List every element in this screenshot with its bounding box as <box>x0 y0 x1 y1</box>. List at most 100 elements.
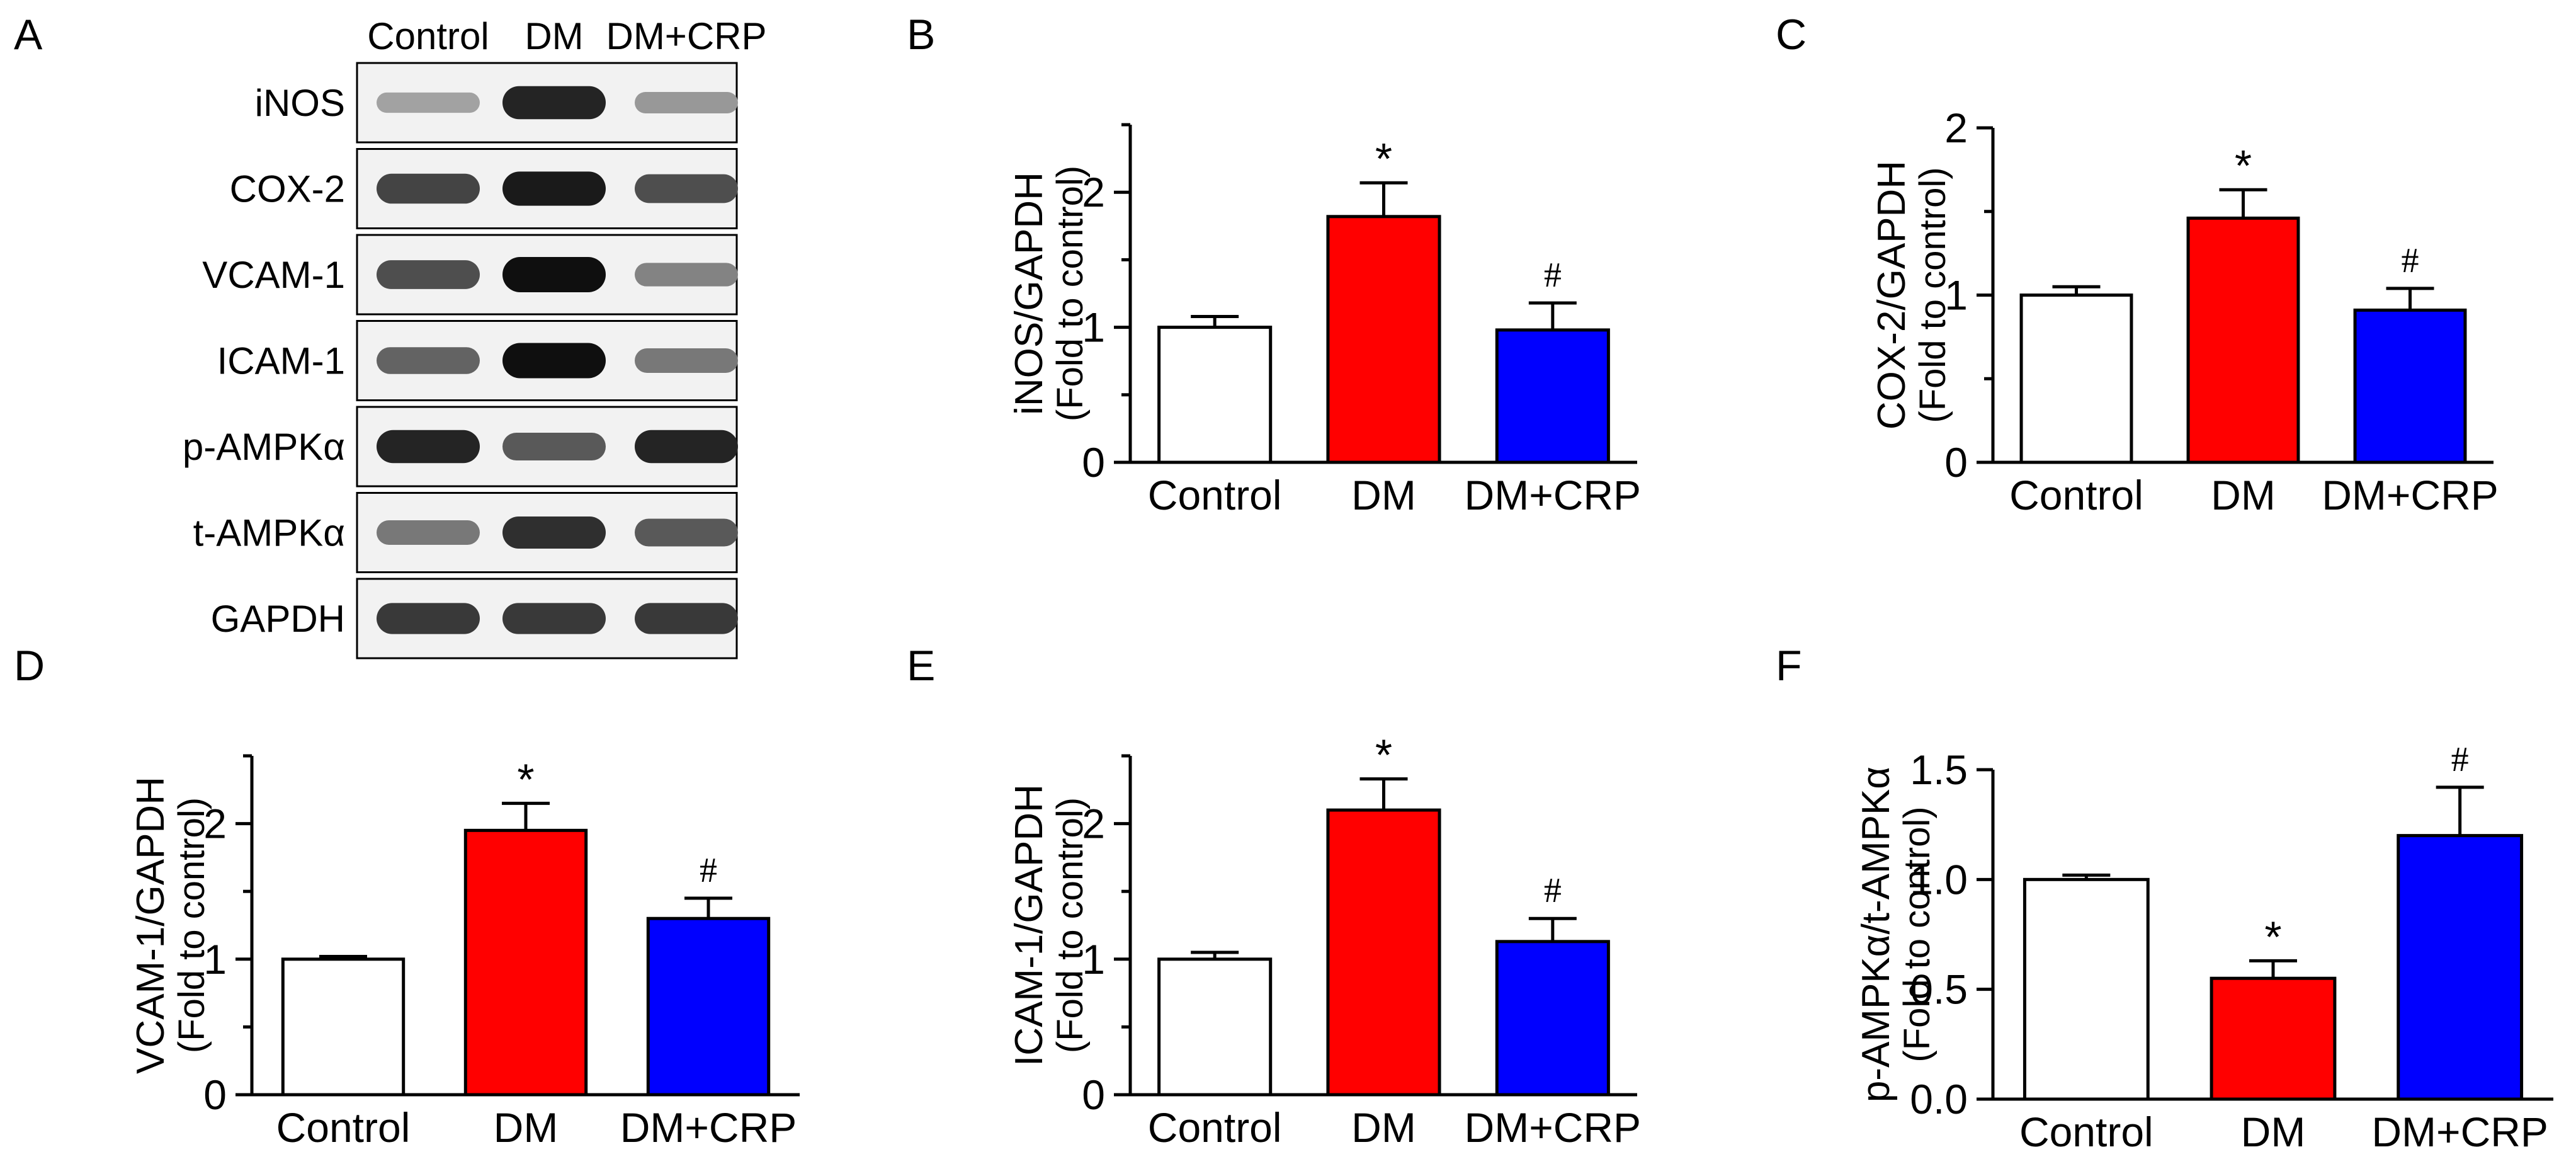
y-tick-label: 0.5 <box>1910 966 1968 1013</box>
bar-dm <box>2186 216 2300 464</box>
significance-marker: * <box>1375 731 1392 780</box>
blot-band <box>635 348 738 373</box>
blot-band <box>377 260 480 289</box>
x-tick-label: DM+CRP <box>620 1104 797 1151</box>
y-tick-label: 0 <box>203 1071 227 1118</box>
bar-control <box>1157 957 1273 1097</box>
x-tick-label: DM+CRP <box>2371 1109 2548 1155</box>
y-tick-label: 0 <box>1082 439 1105 486</box>
y-tick-label: 2 <box>1082 801 1105 847</box>
x-tick-label: DM <box>1351 1104 1416 1151</box>
blot-row: ICAM-1 <box>217 320 738 401</box>
panel-letter: B <box>907 11 935 59</box>
panel-letter: E <box>907 642 935 690</box>
panel-letter: D <box>14 642 45 690</box>
significance-marker: # <box>1544 871 1562 910</box>
bar-control <box>281 957 406 1097</box>
x-tick-label: DM+CRP <box>1465 472 1642 518</box>
x-tick-label: DM+CRP <box>2322 472 2499 518</box>
y-tick-label: 2 <box>203 801 227 847</box>
blot-row: iNOS <box>255 62 738 144</box>
panel-letter: F <box>1776 642 1802 690</box>
blot-band <box>635 174 738 203</box>
blot-label: COX-2 <box>230 168 345 210</box>
y-tick-label: 1 <box>1082 936 1105 983</box>
blot-label: t-AMPKα <box>193 512 345 554</box>
y-axis-label: iNOS/GAPDH <box>1007 172 1051 415</box>
x-tick-label: DM <box>2211 472 2276 518</box>
y-axis-label: VCAM-1/GAPDH <box>129 777 173 1074</box>
blot-band <box>635 518 738 547</box>
chart-panel-e: E 0 1 2 ICAM-1/GAPDH(Fold to control) Control… <box>907 642 1641 1151</box>
significance-marker: # <box>1544 256 1562 295</box>
panel-letter: A <box>14 11 43 59</box>
y-axis-label: ICAM-1/GAPDH <box>1007 784 1051 1066</box>
bar-control <box>1157 326 1273 464</box>
panel-letter: C <box>1776 11 1807 59</box>
significance-marker: * <box>1375 134 1392 183</box>
bar-dm-crp <box>1495 940 1610 1097</box>
lane-label: DM <box>525 15 583 57</box>
lane-label: DM+CRP <box>606 15 766 57</box>
blot-label: ICAM-1 <box>217 340 345 382</box>
blot-row: COX-2 <box>230 148 738 229</box>
blot-band <box>635 430 738 464</box>
y-tick-label: 1.5 <box>1910 746 1968 793</box>
y-tick-label: 1.0 <box>1910 856 1968 903</box>
y-tick-label: 1 <box>1944 272 1968 319</box>
blot-band <box>377 173 480 204</box>
bar-dm <box>2210 976 2337 1101</box>
y-tick-label: 1 <box>1082 304 1105 351</box>
y-tick-label: 0.0 <box>1910 1076 1968 1122</box>
significance-marker: # <box>2451 740 2469 779</box>
x-tick-label: DM <box>2241 1109 2306 1155</box>
blot-label: GAPDH <box>211 598 345 640</box>
x-tick-label: Control <box>1148 472 1282 518</box>
blot-band <box>502 516 606 549</box>
significance-marker: # <box>2402 241 2419 280</box>
y-tick-label: 2 <box>1944 105 1968 151</box>
blot-label: p-AMPKα <box>183 426 345 468</box>
blot-row: t-AMPKα <box>193 492 738 573</box>
y-axis-label: p-AMPKα/t-AMPKα <box>1854 767 1898 1102</box>
bar-dm <box>1326 808 1441 1097</box>
significance-marker: # <box>700 851 717 890</box>
blot-band <box>502 171 606 206</box>
x-tick-label: DM <box>1351 472 1416 518</box>
blot-band <box>635 92 738 113</box>
blot-row: p-AMPKα <box>183 406 738 488</box>
y-axis-sublabel: (Fold to control) <box>171 797 212 1053</box>
blot-band <box>502 343 606 379</box>
bar-dm <box>1326 215 1441 464</box>
x-tick-label: DM <box>494 1104 559 1151</box>
x-tick-label: Control <box>2019 1109 2153 1155</box>
blot-band <box>377 347 480 374</box>
blot-band <box>635 603 738 634</box>
blot-band <box>502 432 606 461</box>
significance-marker: * <box>2235 141 2252 190</box>
lane-label: Control <box>367 15 489 57</box>
bar-dm-crp <box>1495 328 1610 464</box>
y-tick-label: 1 <box>203 936 227 983</box>
blot-row: VCAM-1 <box>202 234 738 316</box>
blot-band <box>377 92 480 113</box>
western-blot-panel: A Control DM DM+CRP iNOS COX-2 VCAM-1 ICAM-1 p-A… <box>14 11 767 659</box>
y-tick-label: 0 <box>1944 439 1968 486</box>
blot-band <box>502 257 606 292</box>
x-tick-label: Control <box>1148 1104 1282 1151</box>
bar-control <box>2019 294 2133 464</box>
y-axis-sublabel: (Fold to control) <box>1050 166 1091 421</box>
blot-band <box>635 263 738 287</box>
blot-band <box>502 86 606 120</box>
bar-control <box>2023 877 2150 1101</box>
y-tick-label: 2 <box>1082 169 1105 215</box>
x-tick-label: DM+CRP <box>1465 1104 1642 1151</box>
significance-marker: * <box>517 755 534 804</box>
y-axis-sublabel: (Fold to control) <box>1912 167 1953 423</box>
blot-row: GAPDH <box>211 578 738 659</box>
chart-panel-c: C 0 1 2 COX-2/GAPDH(Fold to control) Control *… <box>1776 11 2499 518</box>
x-tick-label: Control <box>2009 472 2143 518</box>
y-axis-sublabel: (Fold to control) <box>1897 806 1938 1062</box>
